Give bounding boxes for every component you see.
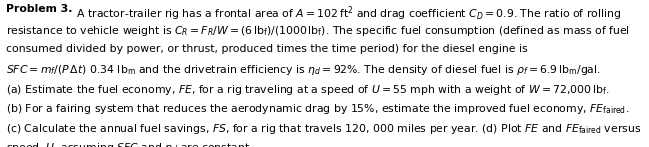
Text: (a) Estimate the fuel economy, $FE$, for a rig traveling at a speed of $U = 55$ : (a) Estimate the fuel economy, $FE$, for… [6, 83, 610, 97]
Text: A tractor-trailer rig has a frontal area of $A = 102\,\mathrm{ft}^2$ and drag co: A tractor-trailer rig has a frontal area… [73, 4, 621, 23]
Text: (c) Calculate the annual fuel savings, $FS$, for a rig that travels 120, 000 mil: (c) Calculate the annual fuel savings, $… [6, 122, 642, 136]
Text: Problem 3.: Problem 3. [6, 4, 73, 14]
Text: speed, $U$, assuming $SFC$ and $\eta_d$ are constant.: speed, $U$, assuming $SFC$ and $\eta_d$ … [6, 141, 253, 147]
Text: $SFC = m_f/(P\,\Delta t)$ 0.34 lb$_\mathrm{m}$ and the drivetrain efficiency is : $SFC = m_f/(P\,\Delta t)$ 0.34 lb$_\math… [6, 63, 602, 77]
Text: consumed divided by power, or thrust, produced times the time period) for the di: consumed divided by power, or thrust, pr… [6, 44, 528, 54]
Text: resistance to vehicle weight is $C_R = F_R/W = (6\,\mathrm{lb_f})/(1000\,\mathrm: resistance to vehicle weight is $C_R = F… [6, 24, 630, 38]
Text: (b) For a fairing system that reduces the aerodynamic drag by 15%, estimate the : (b) For a fairing system that reduces th… [6, 102, 630, 116]
